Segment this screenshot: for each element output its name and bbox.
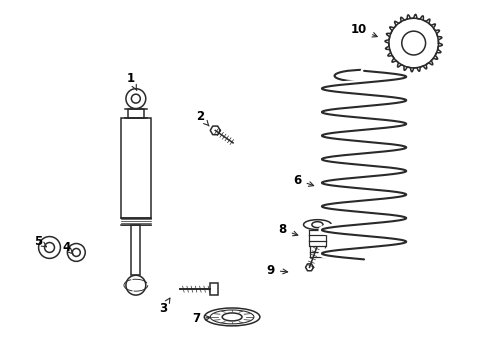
Text: 9: 9 (266, 264, 287, 277)
Bar (131, 225, 140, 275)
Text: 3: 3 (159, 298, 170, 315)
Text: 4: 4 (62, 241, 73, 255)
Text: 10: 10 (350, 23, 376, 37)
Text: 2: 2 (196, 110, 209, 126)
Text: 7: 7 (192, 312, 210, 325)
Text: 1: 1 (126, 72, 137, 91)
Text: 6: 6 (293, 174, 313, 186)
Bar (121, 118, 150, 218)
Text: 8: 8 (278, 223, 297, 236)
Bar (128, 109, 143, 118)
Bar (210, 283, 218, 295)
Text: 5: 5 (35, 235, 46, 248)
